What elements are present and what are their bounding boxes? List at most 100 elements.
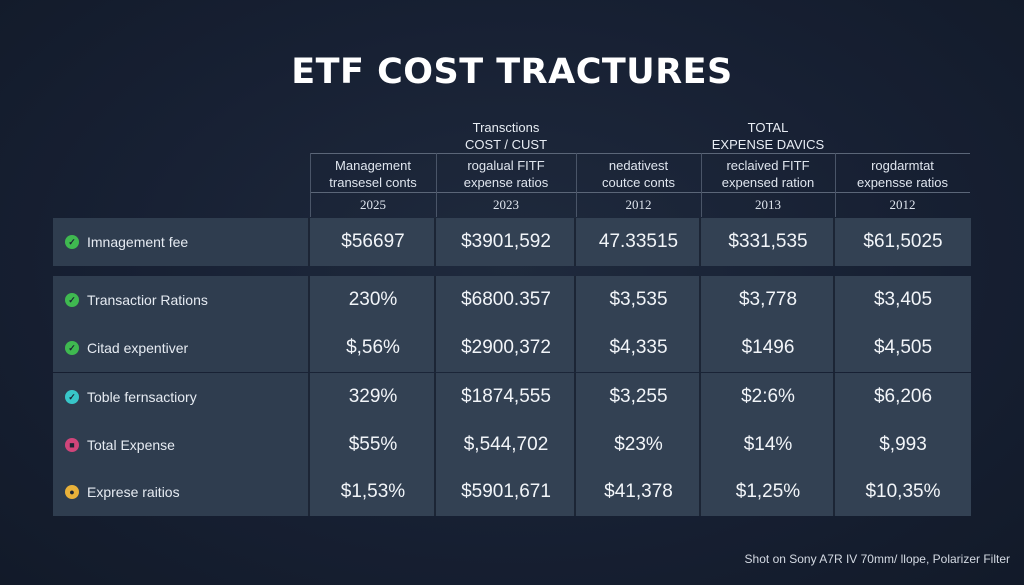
cell-divider (574, 468, 576, 516)
cell-divider (833, 276, 835, 324)
cell-divider (699, 276, 701, 324)
cell-divider (699, 373, 701, 421)
header-mid-rule (310, 192, 970, 193)
cell-divider (574, 373, 576, 421)
value-cell: $41,378 (604, 481, 673, 502)
cell-divider (833, 421, 835, 469)
column-year: 2013 (755, 197, 781, 212)
column-divider (310, 153, 311, 217)
column-year: 2025 (360, 197, 386, 212)
cell-divider (434, 373, 436, 421)
cell-divider (308, 276, 310, 324)
value-cell: $,544,702 (463, 434, 549, 455)
cell-divider (833, 218, 835, 266)
column-header-line1: reclaived FITF (726, 158, 810, 173)
value-cell: $3901,592 (461, 231, 551, 252)
value-cell: $6,206 (873, 386, 933, 407)
value-cell: 230% (348, 289, 398, 310)
value-cell: $3,255 (609, 386, 668, 407)
row-label: Toble fernsactiory (87, 389, 197, 405)
value-cell: $23% (614, 434, 663, 455)
value-cell: $4,505 (873, 337, 933, 358)
row-label-cell: ■ Total Expense (53, 421, 308, 469)
row-label-cell: ● Exprese raitios (53, 468, 308, 516)
table-row: ✓ Imnagement fee $56697 $3901,592 47.33515 $3… (53, 218, 971, 266)
table-row: ■ Total Expense $55% $,544,702 $23% $14% $,993 (53, 421, 971, 469)
cell-divider (434, 421, 436, 469)
column-header-4: reclaived FITF expensed ration (701, 156, 835, 192)
value-cell: $,993 (879, 434, 927, 455)
group-label-line1: Transctions (472, 120, 540, 135)
column-header-1: Management transesel conts (310, 156, 436, 192)
cell-divider (434, 468, 436, 516)
cell-divider (833, 373, 835, 421)
column-divider (436, 153, 437, 217)
column-header-3: nedativest coutce conts (576, 156, 701, 192)
cell-divider (574, 324, 576, 372)
value-cell: $3,405 (873, 289, 933, 310)
cell-divider (308, 421, 310, 469)
photo-caption: Shot on Sony A7R IV 70mm/ llope, Polariz… (744, 552, 1010, 566)
row-label: Citad expentiver (87, 340, 189, 356)
value-cell: $331,535 (728, 231, 808, 252)
cell-divider (434, 324, 436, 372)
value-cell: $3,535 (609, 289, 668, 310)
check-circle-icon: ✓ (65, 390, 79, 404)
column-year: 2023 (493, 197, 519, 212)
row-label: Exprese raitios (87, 484, 180, 500)
column-header-line2: expensse ratios (856, 175, 949, 190)
column-header-line2: expense ratios (463, 175, 549, 190)
value-cell: $4,335 (609, 337, 668, 358)
row-label: Imnagement fee (87, 234, 189, 250)
cell-divider (699, 468, 701, 516)
value-cell: $14% (743, 434, 793, 455)
cell-divider (699, 324, 701, 372)
app-icon: ■ (65, 438, 79, 452)
table-row: ✓ Transactior Rations 230% $6800.357 $3,535 $… (53, 276, 971, 324)
cell-divider (308, 373, 310, 421)
cell-divider (308, 468, 310, 516)
column-header-line1: rogalual FITF (467, 158, 545, 173)
column-year: 2012 (889, 197, 916, 212)
value-cell: $61,5025 (863, 231, 943, 252)
column-header-line2: coutce conts (602, 175, 675, 190)
column-header-line1: nedativest (608, 158, 669, 173)
row-label-cell: ✓ Toble fernsactiory (53, 373, 308, 421)
page-title: ETF COST TRACTURES (291, 52, 733, 92)
table-row: ● Exprese raitios $1,53% $5901,671 $41,378 $1… (53, 468, 971, 516)
chrome-icon: ● (65, 485, 79, 499)
column-header-line1: rogdarmtat (871, 158, 934, 173)
check-circle-icon: ✓ (65, 235, 79, 249)
group-label-line1: TOTAL (747, 120, 789, 135)
value-cell: $1874,555 (461, 386, 551, 407)
value-cell: $6800.357 (461, 289, 551, 310)
column-year: 2012 (625, 197, 652, 212)
value-cell: 47.33515 (598, 231, 679, 252)
column-header-line1: Management (335, 158, 411, 173)
table-row: ✓ Citad expentiver $,56% $2900,372 $4,335 $14… (53, 324, 971, 372)
row-label: Transactior Rations (87, 292, 208, 308)
value-cell: $55% (348, 434, 398, 455)
value-cell: $56697 (341, 231, 405, 252)
column-header-line2: transesel conts (329, 175, 417, 190)
group-label-line2: COST / CUST (464, 137, 548, 152)
value-cell: 329% (348, 386, 398, 407)
column-divider (835, 153, 836, 217)
cell-divider (308, 218, 310, 266)
cell-divider (833, 468, 835, 516)
row-label: Total Expense (87, 437, 175, 453)
row-label-cell: ✓ Citad expentiver (53, 324, 308, 372)
cell-divider (699, 421, 701, 469)
row-label-cell: ✓ Imnagement fee (53, 218, 308, 266)
cell-divider (574, 218, 576, 266)
column-divider (576, 153, 577, 217)
cell-divider (833, 324, 835, 372)
cell-divider (308, 324, 310, 372)
value-cell: $1,25% (735, 481, 801, 502)
column-header-line2: expensed ration (721, 175, 815, 190)
cell-divider (574, 421, 576, 469)
group-label-transactions: Transctions COST / CUST (436, 119, 576, 153)
cell-divider (699, 218, 701, 266)
value-cell: $3,778 (738, 289, 798, 310)
column-header-5: rogdarmtat expensse ratios (835, 156, 970, 192)
